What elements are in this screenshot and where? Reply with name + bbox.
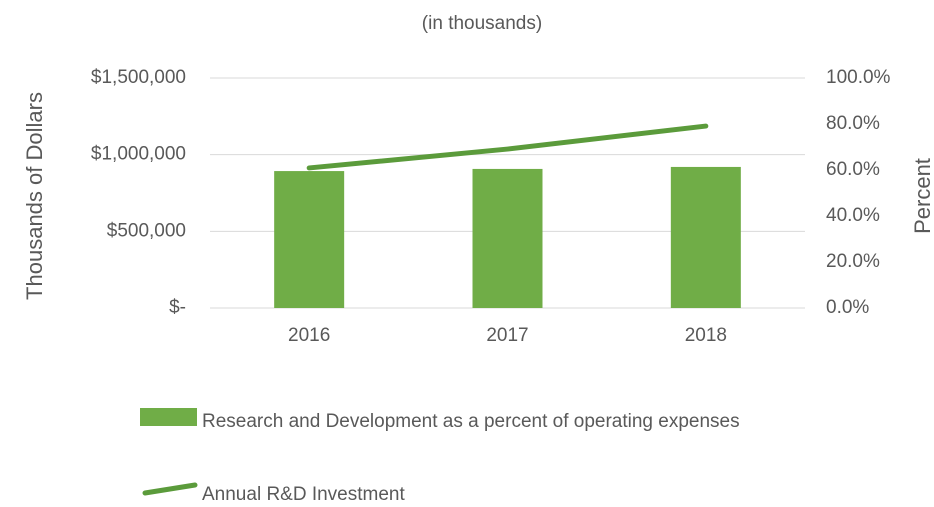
- y-tick-label: $500,000: [107, 220, 186, 241]
- y2-tick-label: 20.0%: [826, 251, 880, 272]
- legend-line-swatch: [142, 482, 198, 496]
- legend-swatch: [140, 408, 197, 426]
- bar: [472, 168, 543, 308]
- bar: [274, 171, 345, 308]
- y2-tick-label: 60.0%: [826, 159, 880, 180]
- x-tick-label: 2018: [685, 325, 727, 346]
- legend-label: Research and Development as a percent of…: [202, 411, 740, 432]
- legend-swatch: [142, 482, 198, 496]
- y2-tick-label: 0.0%: [826, 297, 869, 318]
- x-tick-label: 2017: [486, 325, 528, 346]
- y-tick-label: $1,000,000: [91, 144, 186, 165]
- y2-axis-title: Percent: [910, 158, 934, 234]
- chart-subtitle: (in thousands): [422, 13, 542, 34]
- y2-tick-label: 100.0%: [826, 67, 891, 88]
- line: [306, 123, 709, 171]
- legend-label: Annual R&D Investment: [202, 484, 405, 505]
- y2-tick-label: 80.0%: [826, 113, 880, 134]
- bar: [670, 166, 741, 308]
- y2-tick-label: 40.0%: [826, 205, 880, 226]
- legend-bar-swatch: [140, 408, 197, 426]
- legend-item: Annual R&D Investment: [140, 481, 762, 507]
- y-axis-title: Thousands of Dollars: [22, 92, 47, 300]
- y-tick-label: $1,500,000: [91, 67, 186, 88]
- legend-item: Research and Development as a percent of…: [140, 408, 762, 435]
- x-tick-label: 2016: [288, 325, 330, 346]
- y-tick-label: $-: [169, 297, 186, 318]
